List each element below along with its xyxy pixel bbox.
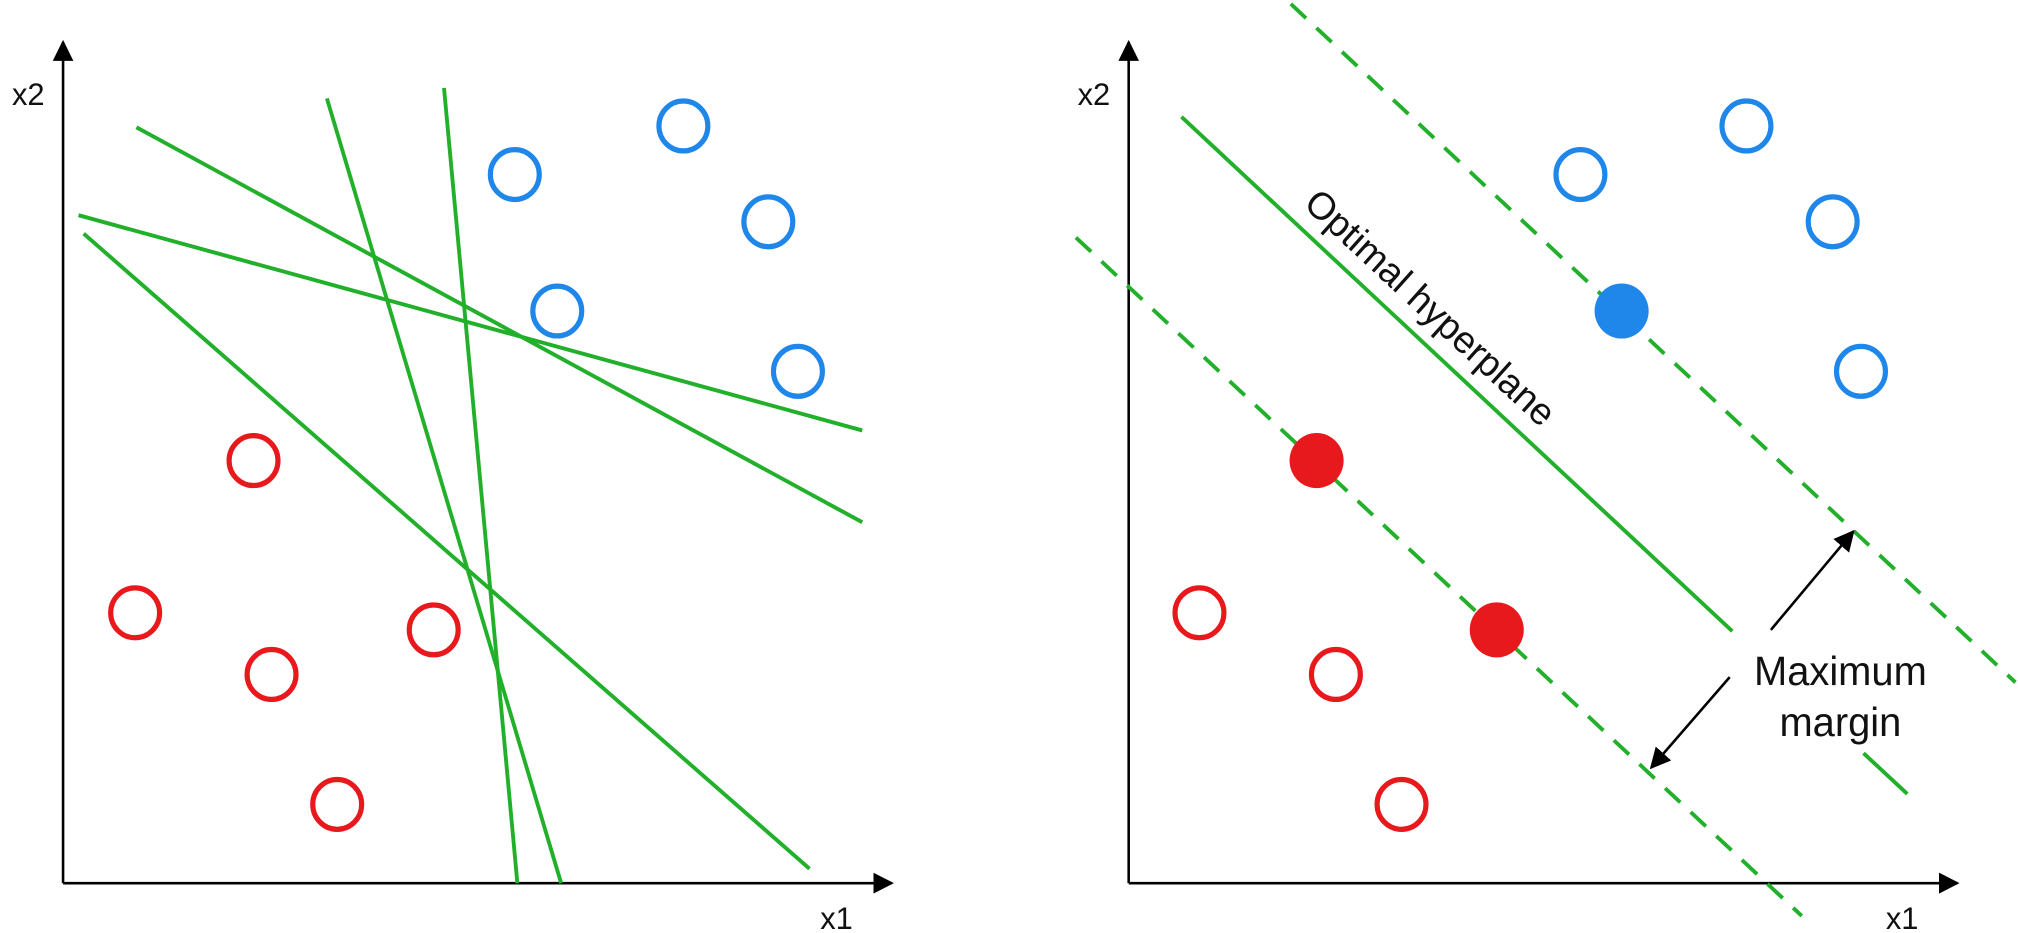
left-panel: x2 x1 [12,39,894,933]
support-vector [1469,602,1524,658]
line [78,213,863,433]
point [741,194,796,250]
point [530,283,585,339]
x-axis-label: x1 [1886,901,1919,933]
point [1833,343,1889,399]
blue-points [1553,98,1889,399]
margin-label: Maximum [1754,649,1927,694]
blue-points [487,98,825,399]
line [82,232,811,871]
hyperplane-label: Optimal hyperplane [1297,181,1564,435]
point [1374,776,1429,832]
red-points [1172,433,1524,832]
y-axis-label: x2 [1078,77,1111,112]
margin-label: margin [1779,700,1901,745]
point [406,602,461,658]
point [310,776,365,832]
right-panel: x2 x1 Optimal hyperplane Maximum margin [1074,2,2017,933]
margin-line [1289,2,2017,684]
red-points [108,433,461,832]
point [244,646,299,703]
point [770,343,825,399]
hyperplane [1180,115,1734,633]
support-vector [1289,433,1344,489]
point [1719,98,1774,154]
point [108,585,163,641]
margin-line [1074,236,1804,918]
point [226,433,281,489]
line [135,125,864,525]
candidate-lines [78,87,864,884]
margin-arrow [1769,529,1855,631]
y-axis-label: x2 [12,77,45,112]
support-vector [1594,283,1649,339]
line [325,97,563,884]
point [1553,146,1608,203]
line [442,87,520,884]
point [487,146,542,203]
point [1308,646,1363,703]
x-axis-label: x1 [820,901,853,933]
hyperplane [1862,751,1909,796]
point [1172,585,1227,641]
point [1805,194,1860,250]
margin-arrow [1649,676,1731,770]
point [656,98,711,154]
